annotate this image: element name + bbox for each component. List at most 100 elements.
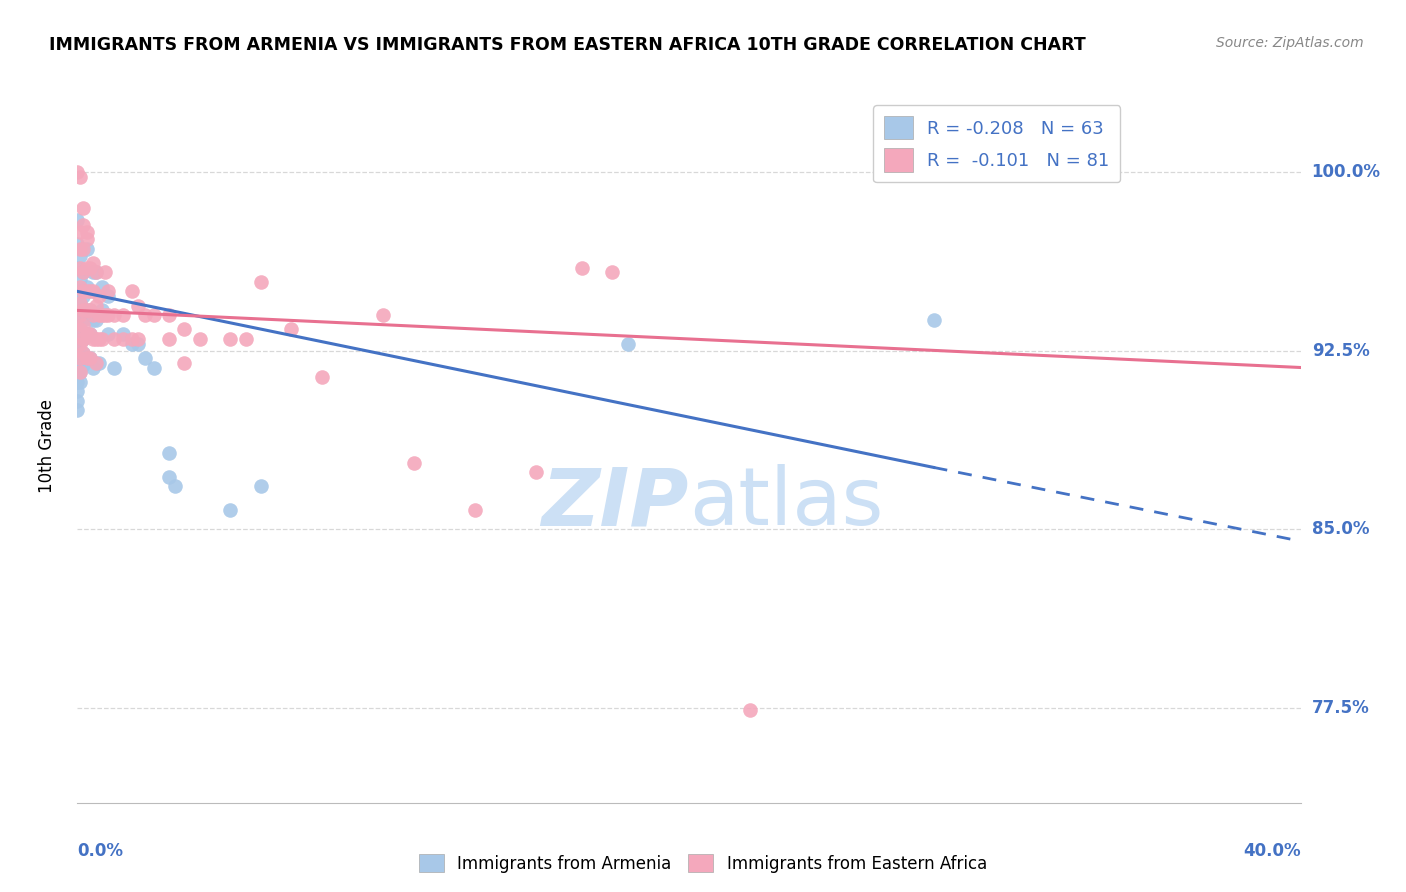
Point [72, 346, 94, 360]
Point [69, 365, 91, 379]
Point [69, 356, 91, 370]
Point [82, 308, 104, 322]
Y-axis label: 10th Grade: 10th Grade [38, 399, 56, 493]
Point [72, 201, 94, 215]
Point [127, 332, 149, 346]
Point [66, 213, 89, 227]
Point [103, 308, 125, 322]
Point [90, 279, 112, 293]
Text: 92.5%: 92.5% [1312, 342, 1369, 359]
Point [142, 360, 165, 375]
Point [82, 256, 104, 270]
Point [69, 225, 91, 239]
Point [127, 336, 149, 351]
Point [66, 343, 89, 358]
Legend: R = -0.208   N = 63, R =  -0.101   N = 81: R = -0.208 N = 63, R = -0.101 N = 81 [873, 105, 1121, 183]
Point [922, 313, 945, 327]
Point [76, 285, 98, 299]
Point [69, 336, 91, 351]
Point [121, 332, 143, 346]
Text: 100.0%: 100.0% [1312, 163, 1381, 181]
Point [402, 456, 425, 470]
Point [79, 351, 101, 365]
Point [173, 322, 195, 336]
Point [79, 303, 101, 318]
Point [250, 479, 273, 493]
Point [97, 327, 120, 342]
Point [188, 332, 211, 346]
Point [617, 336, 640, 351]
Point [142, 308, 165, 322]
Point [66, 356, 89, 370]
Point [571, 260, 593, 275]
Point [72, 358, 94, 372]
Point [94, 265, 117, 279]
Point [82, 360, 104, 375]
Point [464, 503, 486, 517]
Text: IMMIGRANTS FROM ARMENIA VS IMMIGRANTS FROM EASTERN AFRICA 10TH GRADE CORRELATION: IMMIGRANTS FROM ARMENIA VS IMMIGRANTS FR… [49, 36, 1085, 54]
Point [79, 327, 101, 342]
Point [72, 242, 94, 256]
Text: ZIP: ZIP [541, 464, 689, 542]
Point [82, 285, 104, 299]
Point [90, 308, 112, 322]
Point [69, 313, 91, 327]
Point [72, 332, 94, 346]
Point [69, 375, 91, 389]
Point [103, 360, 125, 375]
Point [82, 332, 104, 346]
Point [82, 265, 104, 279]
Point [250, 275, 273, 289]
Point [69, 365, 91, 379]
Point [76, 308, 98, 322]
Point [84, 299, 107, 313]
Point [112, 332, 135, 346]
Point [84, 313, 107, 327]
Point [87, 332, 110, 346]
Point [72, 313, 94, 327]
Point [79, 285, 101, 299]
Point [219, 503, 242, 517]
Point [69, 351, 91, 365]
Point [97, 308, 120, 322]
Point [76, 327, 98, 342]
Point [66, 236, 89, 251]
Point [69, 170, 91, 185]
Point [79, 327, 101, 342]
Point [72, 218, 94, 232]
Point [69, 242, 91, 256]
Point [134, 351, 156, 365]
Point [524, 465, 547, 479]
Point [157, 332, 180, 346]
Point [72, 285, 94, 299]
Point [69, 308, 91, 322]
Point [76, 351, 98, 365]
Point [112, 308, 135, 322]
Point [969, 165, 991, 179]
Point [84, 265, 107, 279]
Point [97, 285, 120, 299]
Point [90, 332, 112, 346]
Point [84, 265, 107, 279]
Text: 77.5%: 77.5% [1312, 698, 1369, 716]
Point [280, 322, 302, 336]
Point [66, 332, 89, 346]
Point [66, 393, 89, 408]
Point [79, 351, 101, 365]
Point [66, 308, 89, 322]
Point [84, 332, 107, 346]
Point [112, 327, 135, 342]
Point [97, 289, 120, 303]
Point [76, 279, 98, 293]
Point [127, 299, 149, 313]
Point [66, 320, 89, 334]
Point [87, 289, 110, 303]
Point [69, 260, 91, 275]
Point [103, 332, 125, 346]
Point [84, 356, 107, 370]
Point [82, 313, 104, 327]
Point [76, 327, 98, 342]
Point [90, 303, 112, 318]
Point [173, 356, 195, 370]
Text: 0.0%: 0.0% [77, 842, 124, 860]
